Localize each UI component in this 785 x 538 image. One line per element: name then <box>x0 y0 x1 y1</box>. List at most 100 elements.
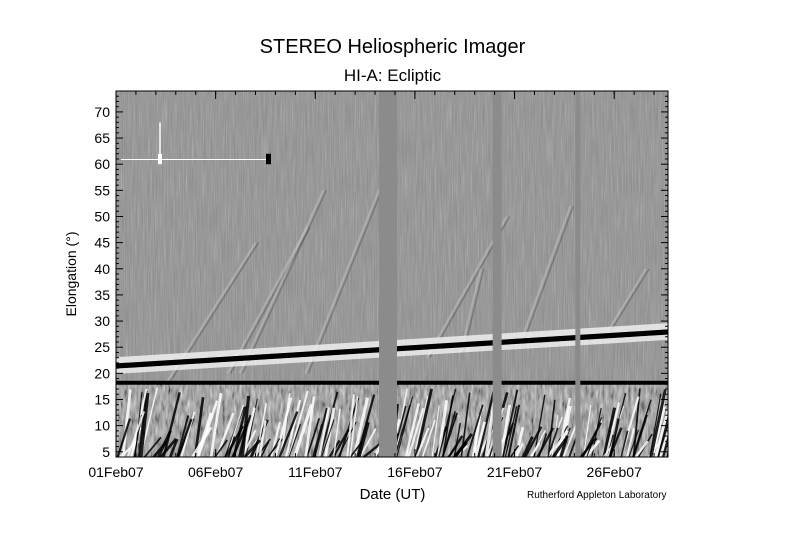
cme-track-shadow <box>522 205 575 343</box>
streak-mark <box>620 430 629 457</box>
streak-mark <box>288 423 301 457</box>
streak-mark <box>649 393 662 457</box>
streak-mark <box>338 397 360 457</box>
streak-mark <box>209 392 223 457</box>
streak-mark <box>158 438 178 457</box>
streak-mark <box>143 436 162 457</box>
chart-subtitle: HI-A: Ecliptic <box>343 66 442 85</box>
streak-mark <box>626 427 635 457</box>
streak-mark <box>268 438 281 457</box>
x-tick-label: 01Feb07 <box>88 464 143 480</box>
streak-mark <box>318 391 339 457</box>
streak-mark <box>442 411 456 457</box>
y-tick-label: 40 <box>94 261 110 277</box>
streak-mark <box>255 402 268 457</box>
streak-mark <box>632 399 652 457</box>
streak-mark <box>632 388 641 457</box>
streak-mark <box>156 429 172 457</box>
streak-mark <box>306 418 321 457</box>
streak-mark <box>195 412 213 457</box>
streak-mark <box>349 396 359 457</box>
streak-mark <box>162 392 181 457</box>
x-tick-label: 26Feb07 <box>587 464 642 480</box>
streak-mark <box>358 428 377 457</box>
streak-mark <box>562 420 579 457</box>
streak-mark <box>321 419 335 457</box>
streak-mark <box>231 414 252 457</box>
cme-track <box>603 268 647 338</box>
y-tick-label: 20 <box>94 365 110 381</box>
streak-mark <box>137 390 148 457</box>
streak-mark <box>415 427 430 457</box>
streak-mark <box>139 392 150 457</box>
streak-mark <box>568 436 578 457</box>
streak-mark <box>421 419 436 457</box>
data-gap <box>575 91 581 457</box>
cme-track-shadow <box>241 190 327 374</box>
inner-field-streaks <box>116 382 668 457</box>
y-tick-label: 70 <box>94 104 110 120</box>
streak-mark <box>126 411 146 457</box>
streak-mark <box>654 405 668 457</box>
streak-mark <box>547 399 556 457</box>
cme-track-shadow <box>307 174 389 374</box>
cme-track <box>519 205 572 343</box>
streak-mark <box>258 420 267 457</box>
streak-mark <box>270 421 281 457</box>
streak-mark <box>346 394 355 457</box>
streak-mark <box>176 418 193 457</box>
cme-track <box>238 189 325 374</box>
streak-mark <box>241 395 251 457</box>
streak-mark <box>634 440 649 457</box>
data-gap <box>379 91 397 457</box>
cme-track-shadow <box>606 268 650 338</box>
streak-mark <box>312 424 323 457</box>
streak-mark <box>361 442 382 457</box>
streak-mark <box>466 404 484 457</box>
streak-mark <box>474 421 487 457</box>
y-tick-label: 55 <box>94 182 110 198</box>
y-tick-label: 45 <box>94 235 110 251</box>
streak-mark <box>602 407 617 457</box>
streak-mark <box>284 399 302 457</box>
streak-mark <box>477 391 495 457</box>
streak-mark <box>582 404 592 457</box>
streak-mark <box>224 425 245 457</box>
streak-mark <box>628 429 639 457</box>
streak-mark <box>661 434 668 457</box>
streak-mark <box>604 402 621 457</box>
y-tick-label: 50 <box>94 208 110 224</box>
artifact-mark <box>158 153 162 165</box>
streak-mark <box>507 404 521 457</box>
streak-mark <box>504 406 518 457</box>
streak-mark <box>292 404 314 457</box>
streak-mark <box>437 400 449 457</box>
streak-mark <box>514 426 525 457</box>
streak-mark <box>121 389 132 457</box>
cme-track-shadow <box>229 226 311 374</box>
credit-text: Rutherford Appleton Laboratory <box>527 490 667 501</box>
x-tick-label: 16Feb07 <box>387 464 442 480</box>
streak-mark <box>168 438 179 457</box>
streak-mark <box>328 439 341 457</box>
streak-mark <box>608 427 623 457</box>
streak-mark <box>313 407 328 457</box>
data-gap <box>492 91 502 457</box>
chart-title: STEREO Heliospheric Imager <box>259 36 526 58</box>
streak-mark <box>530 429 547 457</box>
streak-mark <box>413 396 429 457</box>
streak-mark <box>649 389 667 457</box>
streak-mark <box>396 396 414 457</box>
streak-mark <box>332 408 341 457</box>
streak-mark <box>242 439 262 457</box>
x-tick-label: 06Feb07 <box>188 464 243 480</box>
streak-mark <box>447 435 464 457</box>
streak-mark <box>318 407 330 457</box>
streak-mark <box>407 407 425 457</box>
y-tick-label: 5 <box>102 444 110 460</box>
artifact-mark <box>266 153 271 165</box>
streak-mark <box>431 405 440 457</box>
y-tick-label: 30 <box>94 313 110 329</box>
streak-mark <box>404 403 421 457</box>
streak-mark <box>499 404 512 457</box>
